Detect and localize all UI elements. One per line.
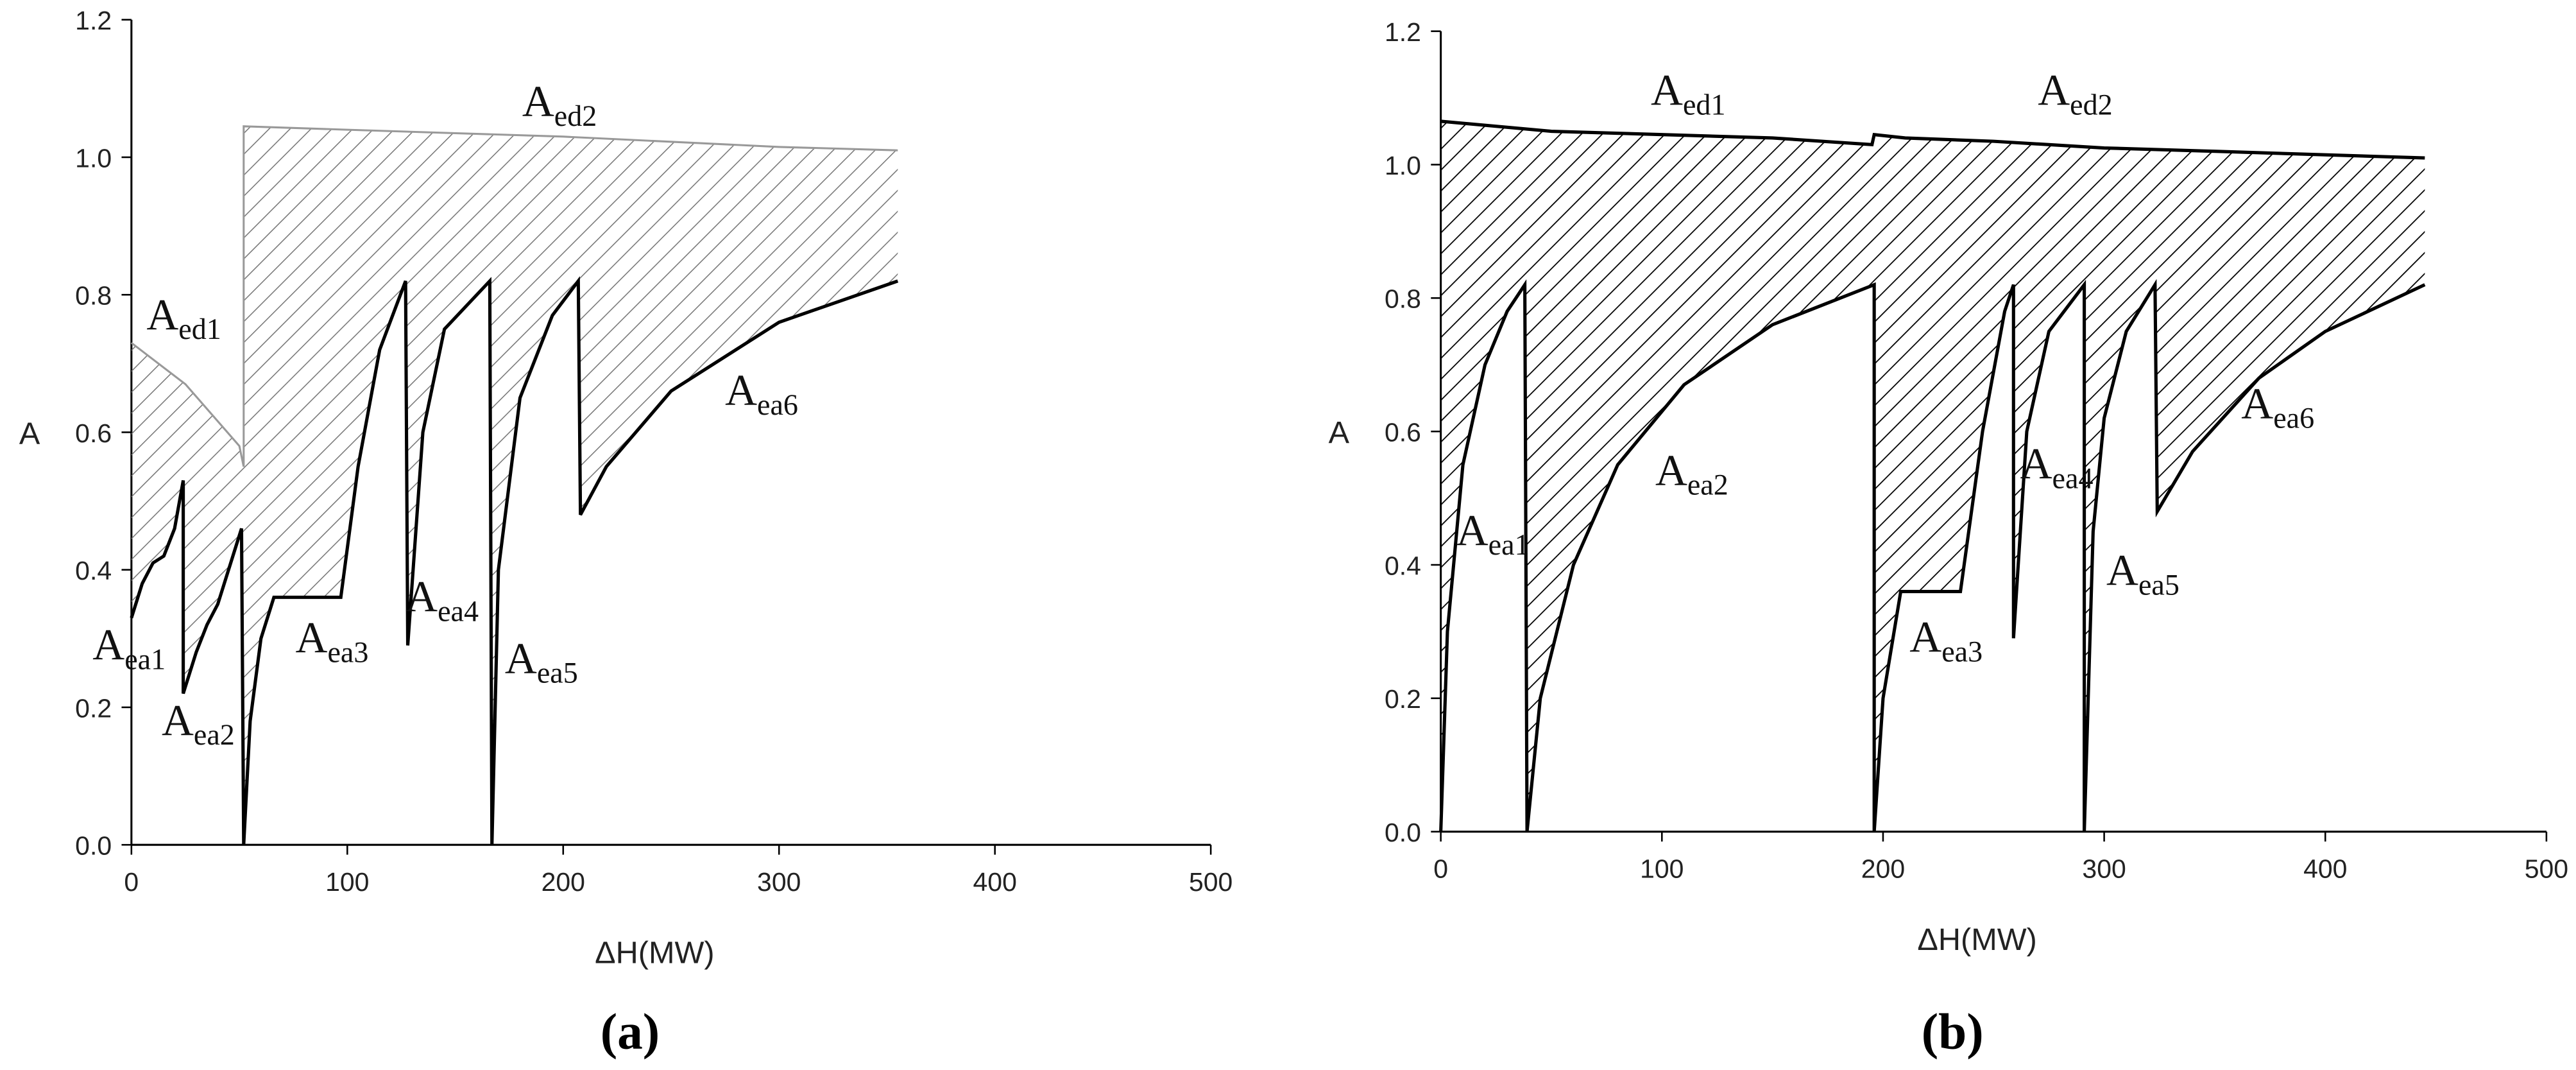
annotation: Aea4 xyxy=(2020,438,2094,494)
annotation: Aea1 xyxy=(92,619,166,675)
annotation: Aed1 xyxy=(1651,65,1725,121)
annotation: Aea6 xyxy=(2241,378,2314,434)
y-tick-label: 0.6 xyxy=(75,419,112,448)
annotation: Aea2 xyxy=(1655,445,1728,501)
y-tick-label: 1.2 xyxy=(1385,17,1421,47)
x-tick-label: 0 xyxy=(1433,854,1448,883)
x-tick-label: 300 xyxy=(2082,854,2126,883)
annotation: Aea4 xyxy=(405,571,479,627)
y-tick-label: 0.8 xyxy=(1385,284,1421,314)
x-tick-label: 0 xyxy=(124,867,139,897)
annotation: Aea5 xyxy=(505,633,578,689)
annotation: Aea1 xyxy=(1456,505,1530,561)
series-line xyxy=(1439,279,2426,832)
series-line xyxy=(130,125,898,467)
annotation: Aea3 xyxy=(1909,612,1983,668)
x-tick-label: 200 xyxy=(1861,854,1905,883)
y-axis-label: A xyxy=(1329,415,1350,450)
x-tick-label: 100 xyxy=(325,867,369,897)
annotation: Aea5 xyxy=(2106,545,2179,601)
x-axis-label: ΔH(MW) xyxy=(1917,922,2036,957)
y-tick-label: 1.0 xyxy=(75,143,112,173)
x-tick-label: 500 xyxy=(2525,854,2568,883)
y-tick-label: 1.0 xyxy=(1385,151,1421,180)
y-tick-label: 0.0 xyxy=(1385,818,1421,847)
y-axis-label: A xyxy=(19,416,40,451)
y-tick-label: 0.8 xyxy=(75,281,112,311)
series-line xyxy=(1440,119,2425,160)
annotation: Aed2 xyxy=(2038,65,2112,121)
x-tick-label: 400 xyxy=(2303,854,2347,883)
annotation: Aea2 xyxy=(162,695,235,751)
y-tick-label: 0.6 xyxy=(1385,418,1421,447)
annotation: Aea3 xyxy=(296,612,369,668)
x-tick-label: 100 xyxy=(1640,854,1684,883)
y-tick-label: 0.4 xyxy=(1385,551,1421,580)
y-tick-label: 1.2 xyxy=(75,6,112,35)
caption: (a) xyxy=(601,1004,660,1060)
y-tick-label: 0.2 xyxy=(1385,684,1421,714)
x-tick-label: 400 xyxy=(973,867,1017,897)
y-tick-label: 0.0 xyxy=(75,831,112,861)
x-tick-label: 200 xyxy=(542,867,585,897)
hatch-fill xyxy=(1440,121,2425,832)
caption: (b) xyxy=(1922,1004,1984,1060)
x-tick-label: 500 xyxy=(1189,867,1233,897)
hatch-fill xyxy=(131,126,898,845)
y-tick-label: 0.2 xyxy=(75,693,112,723)
x-tick-label: 300 xyxy=(757,867,801,897)
x-axis-label: ΔH(MW) xyxy=(595,936,714,971)
annotation: Aed1 xyxy=(146,289,221,345)
y-tick-label: 0.4 xyxy=(75,556,112,585)
annotation: Aed2 xyxy=(522,76,597,132)
series-line xyxy=(130,276,899,845)
annotation: Aea6 xyxy=(725,365,798,421)
